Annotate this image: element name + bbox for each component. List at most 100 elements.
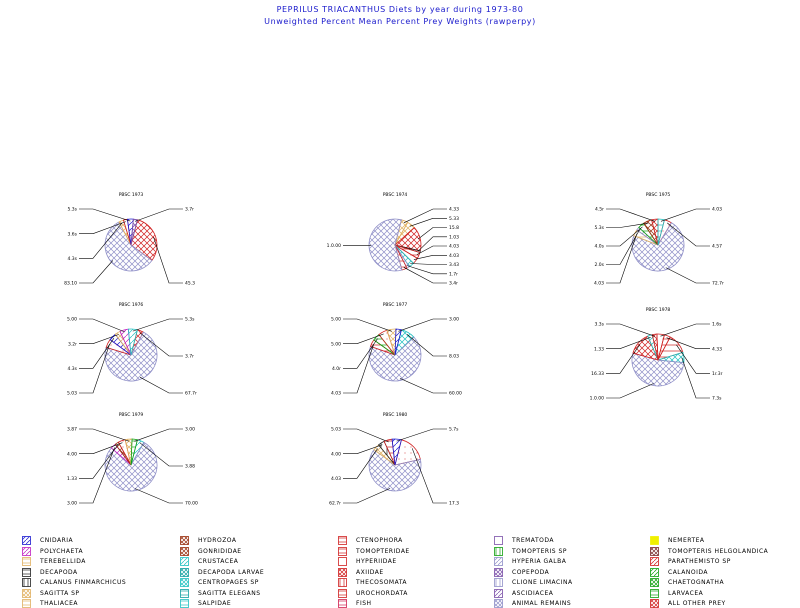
legend-label: TOMOPTERIS HELGOLANDICA (668, 548, 768, 555)
leader-line (140, 377, 183, 393)
leader-line (133, 319, 183, 331)
pie-title: PBSC 1980 (383, 412, 408, 418)
slice-label: 5.03 (331, 427, 341, 433)
legend-label: TREMATODA (512, 537, 554, 544)
slice-label: 17.3 (449, 501, 459, 507)
leader-line (661, 209, 710, 221)
legend-label: HYPERIIDAE (356, 558, 397, 565)
leader-line (606, 384, 654, 399)
legend-swatch (650, 547, 659, 556)
slice-label: 5.3s (67, 207, 77, 213)
slice-label: 4.5r (595, 207, 604, 213)
slice-label: 8.03 (449, 354, 459, 360)
slice-label: 1.6s (712, 322, 722, 328)
legend-swatch (338, 589, 347, 598)
slice-label: 7.3s (712, 396, 722, 402)
slice-label: 5.00 (67, 317, 77, 323)
legend-label: TEREBELLIDA (40, 558, 86, 565)
slice-label: 4.03 (449, 253, 459, 259)
slice-label: 5.3s (594, 225, 604, 231)
legend-swatch (494, 589, 503, 598)
leader-line (666, 268, 710, 283)
slice-label: 15.8 (449, 225, 459, 231)
pie-title: PBSC 1977 (383, 302, 408, 308)
slice-label: 4.03 (449, 244, 459, 250)
slice-label: 3.3s (594, 322, 604, 328)
leader-line (418, 237, 447, 251)
slice-label: 5.7s (449, 427, 459, 433)
slice-label: 4.03 (331, 476, 341, 482)
legend-label: CHAETOGNATHA (668, 579, 724, 586)
legend-label: TOMOPTERIDAE (356, 548, 410, 555)
legend-label: THECOSOMATA (356, 579, 407, 586)
slice-label: 4.57 (712, 244, 722, 250)
slice-label: 5.03 (67, 391, 77, 397)
slice-label: 4.03 (594, 281, 604, 287)
slice-label: 4.03 (712, 207, 722, 213)
legend-swatch (494, 568, 503, 577)
legend-label: NEMERTEA (668, 537, 705, 544)
leader-line (135, 209, 183, 221)
legend-label: SALPIDAE (198, 600, 231, 607)
slice-label: 4.33 (712, 346, 722, 352)
legend-swatch (338, 557, 347, 566)
leader-line (417, 246, 447, 255)
slice-label: 3.2r (68, 341, 77, 347)
slice-label: 5.33 (449, 216, 459, 222)
legend-swatch (180, 568, 189, 577)
slice-label: 3.6s (67, 231, 77, 237)
slice-label: 83.10 (64, 281, 77, 287)
slice-label: 3.7r (185, 207, 194, 213)
leader-line (410, 264, 447, 265)
leader-line (79, 261, 113, 284)
legend-swatch (338, 536, 347, 545)
slice-label: 3.7r (185, 354, 194, 360)
legend-label: CENTROPAGES SP (198, 579, 259, 586)
legend-swatch (650, 536, 659, 545)
legend-swatch (22, 589, 31, 598)
slice-label: 3.00 (185, 427, 195, 433)
legend-swatch (22, 599, 31, 608)
slice-label: 16.33 (591, 371, 604, 377)
slice-label: 4.03 (331, 391, 341, 397)
legend-label: ASCIDIACEA (512, 590, 553, 597)
slice-label: 45.3 (185, 281, 195, 287)
leader-line (682, 358, 710, 398)
slice-label: 3.00 (449, 317, 459, 323)
legend-label: ALL OTHER PREY (668, 600, 726, 607)
legend-swatch (650, 599, 659, 608)
legend-label: CALANUS FINMARCHICUS (40, 579, 126, 586)
legend-label: FISH (356, 600, 372, 607)
legend-label: UROCHORDATA (356, 590, 408, 597)
legend-swatch (180, 557, 189, 566)
legend-swatch (338, 547, 347, 556)
slice-label: 3.88 (185, 464, 195, 470)
slice-label: 5.3s (185, 317, 195, 323)
pie-title: PBSC 1975 (646, 192, 671, 198)
leader-line (79, 319, 125, 332)
leader-line (661, 324, 711, 336)
slice-label: 4.3s (67, 366, 77, 372)
slice-label: 70.00 (185, 501, 198, 507)
slice-label: 1.0.00 (327, 243, 341, 249)
leader-line (343, 488, 390, 503)
slice-label: 2.0s (594, 262, 604, 268)
slice-label: 62.7r (329, 501, 341, 507)
legend-swatch (494, 599, 503, 608)
leader-line (79, 429, 129, 441)
legend-swatch (180, 578, 189, 587)
leader-line (410, 218, 447, 226)
legend-label: COPEPODA (512, 569, 549, 576)
pie-title: PBSC 1976 (119, 302, 144, 308)
leader-line (135, 489, 183, 503)
legend-swatch (494, 578, 503, 587)
legend-label: SAGITTA SP (40, 590, 80, 597)
slice-label: 1.03 (449, 234, 459, 240)
slice-label: 5.00 (331, 317, 341, 323)
slice-label: 3.87 (67, 427, 77, 433)
legend-label: TOMOPTERIS SP (512, 548, 567, 555)
slice-label: 4.00 (331, 451, 341, 457)
leader-line (606, 324, 655, 336)
slice-label: 1r.3r (712, 371, 723, 377)
